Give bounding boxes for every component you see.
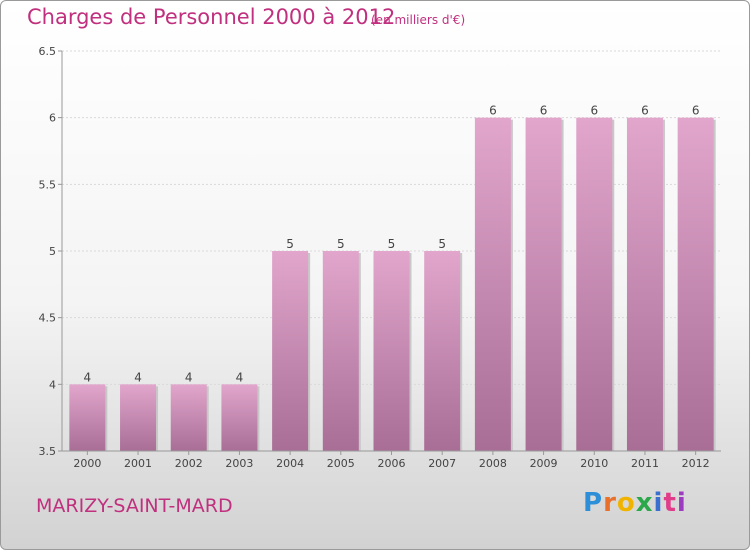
logo-letter: i <box>676 488 687 518</box>
y-tick-label: 5 <box>49 245 56 258</box>
y-tick-label: 4 <box>49 378 56 391</box>
x-tick-label: 2005 <box>327 457 355 470</box>
data-label: 4 <box>185 370 193 384</box>
x-tick-label: 2002 <box>175 457 203 470</box>
data-label: 6 <box>641 104 649 118</box>
data-label: 5 <box>286 237 294 251</box>
x-tick-label: 2009 <box>530 457 558 470</box>
data-label: 4 <box>134 370 142 384</box>
data-label: 6 <box>692 104 700 118</box>
y-tick-label: 5.5 <box>39 178 57 191</box>
bar <box>322 251 359 451</box>
data-label: 6 <box>590 104 598 118</box>
bar <box>626 117 663 452</box>
bar <box>525 117 562 452</box>
bar <box>474 117 511 452</box>
bar <box>221 384 258 451</box>
proxiti-logo: Proxiti <box>583 488 687 518</box>
logo-letter: o <box>616 488 636 518</box>
chart-title: Charges de Personnel 2000 à 2012 <box>27 5 396 29</box>
data-label: 5 <box>438 237 446 251</box>
x-tick-label: 2001 <box>124 457 152 470</box>
x-tick-label: 2007 <box>428 457 456 470</box>
data-label: 6 <box>540 104 548 118</box>
commune-name: MARIZY-SAINT-MARD <box>36 495 233 517</box>
logo-letter: i <box>653 488 664 518</box>
data-label: 5 <box>337 237 345 251</box>
x-tick-label: 2006 <box>378 457 406 470</box>
y-tick-label: 6 <box>49 112 56 125</box>
bar <box>272 251 309 451</box>
data-label: 4 <box>84 370 92 384</box>
logo-letter: P <box>583 488 604 518</box>
logo-letter: r <box>603 488 617 518</box>
chart-subtitle: (en milliers d'€) <box>371 13 466 27</box>
y-tick-label: 3.5 <box>39 445 57 458</box>
bar <box>170 384 207 451</box>
bar <box>576 117 613 452</box>
bar <box>677 117 714 452</box>
x-tick-label: 2004 <box>276 457 304 470</box>
bar <box>373 251 410 451</box>
logo-letter: x <box>635 488 654 518</box>
x-tick-label: 2010 <box>580 457 608 470</box>
x-tick-label: 2000 <box>73 457 101 470</box>
bar <box>424 251 461 451</box>
x-tick-label: 2011 <box>631 457 659 470</box>
data-label: 5 <box>388 237 396 251</box>
x-tick-label: 2012 <box>682 457 710 470</box>
data-label: 4 <box>236 370 244 384</box>
x-tick-label: 2008 <box>479 457 507 470</box>
y-tick-label: 6.5 <box>39 45 57 58</box>
bar <box>120 384 157 451</box>
x-tick-label: 2003 <box>225 457 253 470</box>
bar <box>69 384 106 451</box>
data-label: 6 <box>489 104 497 118</box>
y-tick-label: 4.5 <box>39 312 57 325</box>
logo-letter: t <box>663 488 677 518</box>
